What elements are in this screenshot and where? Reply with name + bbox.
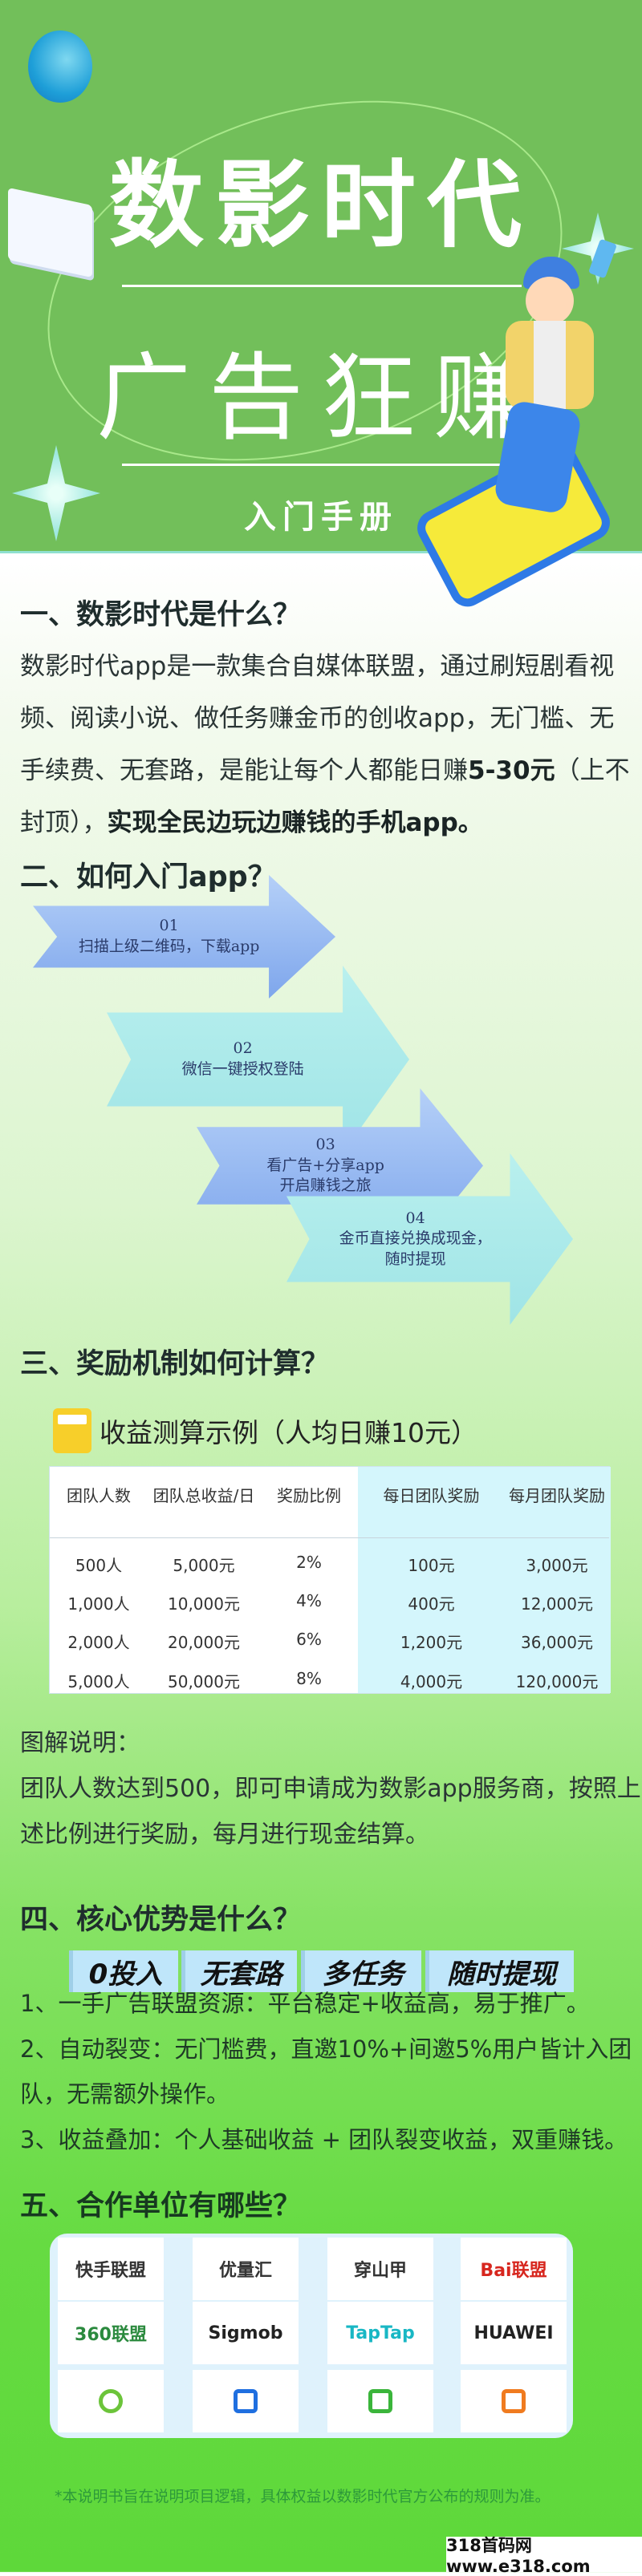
advantage-item: 1、一手广告联盟资源：平台稳定+收益高，易于推广。: [20, 1990, 590, 2017]
column-header: 每月团队奖励: [509, 1486, 605, 1505]
xw-logo-icon: [461, 2370, 567, 2432]
table-row: 5,000人 50,000元 8% 4,000元 120,000元: [67, 1668, 599, 1691]
s1-line: 手续费、无套路，是能让每个人都能日赚5-30元（上不: [20, 756, 630, 785]
note-label: 图解说明：: [20, 1729, 140, 1757]
section-5-heading: 五、合作单位有哪些？: [20, 2190, 302, 2222]
section-1-heading: 一、数影时代是什么？: [20, 599, 302, 631]
note-line: 述比例进行奖励，每月进行现金结算。: [20, 1821, 429, 1849]
partner-logo: TapTap: [327, 2302, 433, 2364]
partner-logo: 360联盟: [58, 2302, 164, 2364]
calculator-icon: [53, 1408, 91, 1453]
note-line: 团队人数达到500，即可申请成为数影app服务商，按照上: [20, 1775, 641, 1803]
table-row: 2,000人 20,000元 6% 1,200元 36,000元: [67, 1630, 593, 1653]
table-row: 1,000人 10,000元 4% 400元 12,000元: [67, 1590, 593, 1614]
partner-logo: 穿山甲: [327, 2238, 433, 2300]
character-illustration: [490, 238, 626, 529]
advantage-item: 3、收益叠加：个人基础收益 + 团队裂变收益，双重赚钱。: [20, 2126, 628, 2153]
leaf-shield-logo-icon: [327, 2370, 433, 2432]
hero-tag: 入门手册: [244, 499, 398, 536]
badge: 0投入: [69, 1950, 178, 1992]
earnings-table: 团队人数 团队总收益/日 奖励比例 每日团队奖励 每月团队奖励 500人 5,000元 2%…: [49, 1466, 611, 1694]
table-row: 500人 5,000元 2% 100元 3,000元: [75, 1552, 588, 1575]
m-logo-icon: [193, 2370, 299, 2432]
partner-logo: Sigmob: [193, 2302, 299, 2364]
footnote: *本说明书旨在说明项目逻辑，具体权益以数影时代官方公布的规则为准。: [55, 2488, 551, 2505]
app-logo: [28, 30, 92, 103]
column-header: 团队总收益/日: [152, 1486, 255, 1505]
column-header: 奖励比例: [277, 1486, 341, 1505]
hero-title: 数影时代: [108, 150, 533, 261]
hero-subtitle: 广告狂赚: [95, 342, 546, 453]
section-2-heading: 二、如何入门app？: [20, 861, 276, 893]
column-header: 每日团队奖励: [383, 1486, 480, 1505]
divider: [122, 464, 522, 466]
divider: [122, 285, 522, 287]
partner-logo: HUAWEI: [461, 2302, 567, 2364]
section-3-heading: 三、奖励机制如何计算？: [20, 1348, 330, 1380]
column-header: 团队人数: [67, 1486, 131, 1505]
partner-logo: Bai联盟: [461, 2238, 567, 2300]
watermark: 318首码网 www.e318.com: [446, 2536, 642, 2576]
s1-line: 数影时代app是一款集合自媒体联盟，通过刷短剧看视: [20, 652, 615, 681]
advantage-item: 队，无需额外操作。: [20, 2080, 230, 2108]
step-arrow-2: 02 微信一键授权登陆: [107, 966, 409, 1153]
section-4-heading: 四、核心优势是什么？: [20, 1904, 302, 1936]
badge: 多任务: [301, 1950, 421, 1992]
lightning-logo-icon: [58, 2370, 164, 2432]
badge: 无套路: [181, 1950, 297, 1992]
s1-line: 频、阅读小说、做任务赚金币的创收app，无门槛、无: [20, 704, 615, 733]
table-title: 收益测算示例（人均日赚10元）: [100, 1417, 477, 1448]
partner-logo: 优量汇: [193, 2238, 299, 2300]
advantage-item: 2、自动裂变：无门槛费，直邀10%+间邀5%用户皆计入团: [20, 2035, 632, 2063]
badge: 随时提现: [425, 1950, 574, 1992]
partner-logo: 快手联盟: [58, 2238, 164, 2300]
s1-line: 封顶），实现全民边玩边赚钱的手机app。: [20, 808, 483, 837]
